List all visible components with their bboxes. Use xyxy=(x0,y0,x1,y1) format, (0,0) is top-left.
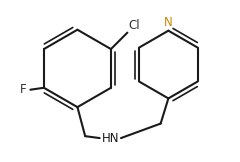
Text: F: F xyxy=(20,83,26,96)
Text: Cl: Cl xyxy=(128,19,140,32)
Text: HN: HN xyxy=(102,132,119,145)
Text: N: N xyxy=(164,16,173,29)
